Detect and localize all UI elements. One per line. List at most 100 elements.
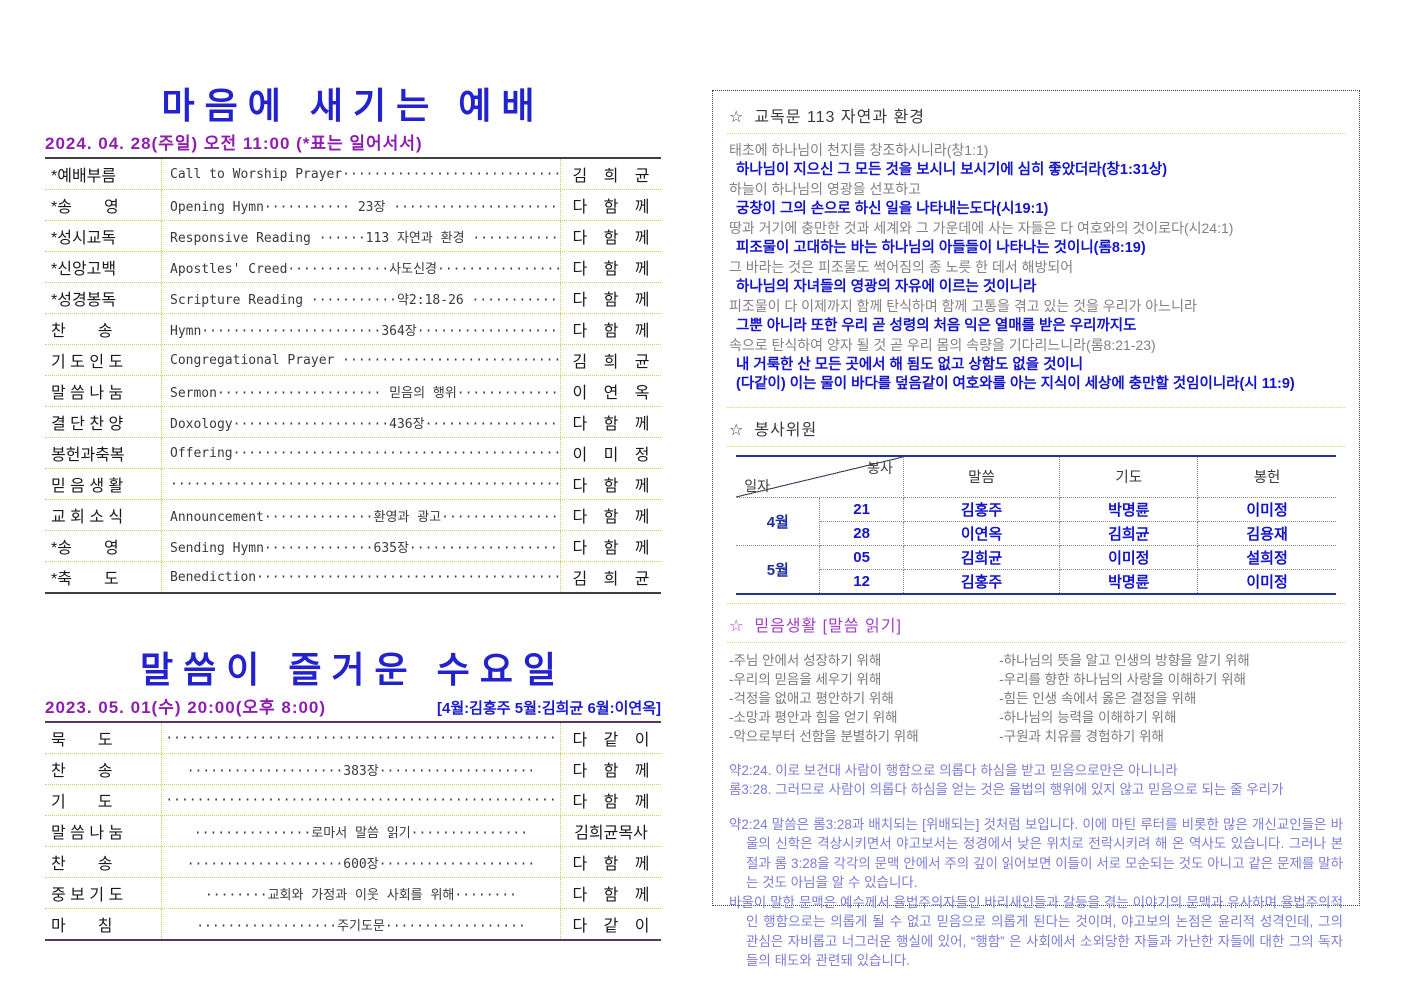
reading-line: 하나님이 지으신 그 모든 것을 보시니 보시기에 심히 좋았더라(창1:31상… [736, 161, 1168, 178]
wednesday-leader-schedule: [4월:김홍주 5월:김희균 6월:이연옥] [437, 700, 661, 717]
order-item-content: Benediction·····························… [161, 562, 561, 592]
volunteers-row: 28 이연옥 김희균 김용재 [736, 520, 1336, 546]
wednesday-order-table: 묵 도 ·····································… [45, 721, 661, 941]
sunday-service-title: 마음에 새기는 예배 [161, 86, 545, 126]
order-item-label: 봉헌과축복 [51, 447, 125, 464]
verse-line: 약2:24. 이로 보건대 사람이 행함으로 의롭다 하심을 받고 믿음으로만은… [729, 762, 1178, 778]
order-row: *성경봉독 Scripture Reading ···········약2:18-… [45, 283, 661, 314]
offering-cell: 이미정 [1197, 568, 1336, 594]
order-item-content: ····················383장················… [161, 754, 561, 784]
volunteers-corner-cell: 봉사 일자 [736, 455, 904, 498]
order-item-content: Apostles' Creed·············사도신경········… [161, 252, 561, 282]
order-item-person: 다 함 께 [572, 416, 650, 433]
column-header-prayer: 기도 [1059, 455, 1199, 498]
commentary-paragraphs: 약2:24 말씀은 롬3:28과 배치되는 [위배되는] 것처럼 보입니다. 이… [727, 815, 1345, 971]
date-cell: 05 [819, 544, 904, 570]
column-header-sermon: 말씀 [902, 455, 1061, 498]
order-item-label: 찬 송 [51, 323, 113, 340]
order-item-person: 다 함 께 [572, 763, 650, 780]
corner-label-duty: 봉사 [867, 459, 893, 476]
star-icon: ☆ [729, 421, 745, 439]
reading-line: 속으로 탄식하여 양자 될 것 곧 우리 몸의 속량을 기다리느니라(롬8:21… [729, 337, 1156, 353]
prayer-cell: 박명륜 [1059, 568, 1199, 594]
reading-line: 하늘이 하나님의 영광을 선포하고 [729, 181, 921, 197]
faith-item: -하나님의 능력을 이해하기 위해 [999, 709, 1177, 725]
commentary-paragraph: 약2:24 말씀은 롬3:28과 배치되는 [위배되는] 것처럼 보입니다. 이… [729, 816, 1343, 891]
reading-line: 그 바라는 것은 피조물도 썩어짐의 종 노릇 한 데서 해방되어 [729, 259, 1074, 275]
faith-item: -하나님의 뜻을 알고 인생의 방향을 알기 위해 [999, 652, 1250, 668]
order-item-label: 말 씀 나 눔 [51, 825, 124, 842]
order-item-content: Congregational Prayer ··················… [161, 345, 561, 375]
faith-item: -악으로부터 선함을 분별하기 위해 [729, 728, 919, 744]
commentary-paragraph: 바울이 말한 문맥은 예수께서 율법주의자들인 바리새인들과 갈등을 겪는 이야… [729, 894, 1343, 969]
order-item-person: 다 함 께 [572, 323, 650, 340]
faith-item: -소망과 평안과 힘을 얻기 위해 [729, 709, 898, 725]
faith-purposes-right: -하나님의 뜻을 알고 인생의 방향을 알기 위해 -우리를 향한 하나님의 사… [999, 651, 1343, 746]
order-row: 믿 음 생 활 ·································… [45, 469, 661, 500]
faith-item: -주님 안에서 성장하기 위해 [729, 652, 882, 668]
order-row: *예배부름 Call to Worship Prayer·············… [45, 159, 661, 190]
order-item-label: 기 도 인 도 [51, 354, 124, 371]
order-item-content: ····················600장················… [161, 847, 561, 877]
order-item-content: ···············로마서 말씀 읽기··············· [161, 816, 561, 846]
order-item-label: *축 도 [51, 571, 119, 588]
order-item-label: 찬 송 [51, 763, 113, 780]
reading-line: 그뿐 아니라 또한 우리 곧 성령의 처음 익은 열매를 받은 우리까지도 [736, 317, 1137, 334]
month-cell: 5월 [736, 544, 821, 594]
order-row: *송 영 Sending Hymn··············635장······… [45, 531, 661, 562]
order-item-content: ··················주기도문·················· [161, 909, 561, 939]
corner-label-date: 일자 [744, 477, 771, 494]
order-item-label: *성경봉독 [51, 292, 117, 309]
order-row: 말 씀 나 눔 ···············로마서 말씀 읽기·········… [45, 816, 661, 847]
order-item-person: 김 희 균 [572, 354, 650, 371]
column-header-offering: 봉헌 [1197, 455, 1336, 498]
order-row: 찬 송 ····················600장·············… [45, 847, 661, 878]
order-item-person: 김희균목사 [574, 825, 648, 842]
month-cell: 4월 [736, 496, 821, 546]
order-row: 찬 송 ····················383장·············… [45, 754, 661, 785]
reading-line: 하나님의 자녀들의 영광의 자유에 이르는 것이니라 [736, 278, 1037, 295]
order-item-label: *송 영 [51, 540, 119, 557]
star-icon: ☆ [729, 617, 745, 635]
order-item-content: Call to Worship Prayer··················… [161, 159, 561, 189]
offering-cell: 설희정 [1197, 544, 1336, 570]
reading-line: 궁창이 그의 손으로 하신 일을 나타내는도다(시19:1) [736, 200, 1049, 217]
sunday-order-of-worship-table: *예배부름 Call to Worship Prayer·············… [45, 157, 661, 594]
order-item-person: 이 연 옥 [572, 385, 650, 402]
order-item-person: 김 희 균 [572, 168, 650, 185]
order-item-person: 다 함 께 [572, 199, 650, 216]
volunteers-header-row: 봉사 일자 말씀 기도 봉헌 [736, 455, 1336, 498]
responsive-reading-header: ☆ 교독문 113 자연과 환경 [727, 95, 1345, 134]
order-item-content: Scripture Reading ···········약2:18-26 ··… [161, 283, 561, 313]
sermon-cell: 김희균 [902, 544, 1061, 570]
order-row: 봉헌과축복 Offering···························… [45, 438, 661, 469]
order-item-person: 다 함 께 [572, 261, 650, 278]
order-row: 기 도 ·····································… [45, 785, 661, 816]
order-item-content: Responsive Reading ······113 자연과 환경 ····… [161, 221, 561, 251]
faith-life-title: 믿음생활 [말씀 읽기] [754, 617, 902, 635]
order-row: 말 씀 나 눔 Sermon····················· 믿음의 행… [45, 376, 661, 407]
order-row: 결 단 찬 양 Doxology····················436장·… [45, 407, 661, 438]
prayer-cell: 박명륜 [1059, 496, 1199, 522]
volunteers-title: 봉사위원 [754, 421, 818, 439]
order-row: 교 회 소 식 Announcement··············환영과 광고·… [45, 500, 661, 531]
order-item-content: Doxology····················436장········… [161, 407, 561, 437]
sunday-service-subtitle-row: 2024. 04. 28(주일) 오전 11:00 (*표는 일어서서) [45, 129, 661, 154]
order-row: *신앙고백 Apostles' Creed·············사도신경···… [45, 252, 661, 283]
sermon-cell: 김홍주 [902, 496, 1061, 522]
order-item-label: *송 영 [51, 199, 119, 216]
order-item-content: Offering································… [161, 438, 561, 468]
date-cell: 28 [819, 520, 904, 546]
order-item-content: ········································… [161, 785, 561, 815]
order-item-label: 마 침 [51, 918, 113, 935]
volunteers-table: 봉사 일자 말씀 기도 봉헌 4월 21 김홍주 박명륜 이미정 28 이연옥 … [736, 454, 1336, 595]
prayer-cell: 이미정 [1059, 544, 1199, 570]
reading-line: (다같이) 이는 물이 바다를 덮음같이 여호와를 아는 지식이 세상에 충만할… [736, 376, 1295, 392]
order-item-person: 이 미 정 [572, 447, 650, 464]
sunday-service-datetime: 2024. 04. 28(주일) 오전 11:00 (*표는 일어서서) [45, 134, 423, 153]
volunteers-row: 4월 21 김홍주 박명륜 이미정 [736, 496, 1336, 546]
verse-line: 롬3:28. 그러므로 사람이 의롭다 하심을 얻는 것은 율법의 행위에 있지… [729, 782, 1284, 797]
reading-line: 땅과 거기에 충만한 것과 세계와 그 가운데에 사는 자들은 다 여호와의 것… [729, 220, 1234, 236]
order-item-person: 다 같 이 [572, 732, 650, 749]
responsive-reading-body: 태초에 하나님이 천지를 창조하시니라(창1:1) 하나님이 지으신 그 모든 … [727, 134, 1345, 399]
